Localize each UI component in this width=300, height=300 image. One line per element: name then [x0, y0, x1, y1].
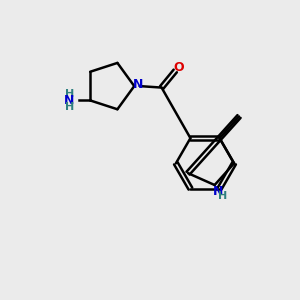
Text: O: O [173, 61, 184, 74]
Text: H: H [65, 89, 74, 99]
Text: N: N [212, 185, 223, 198]
Text: H: H [218, 191, 228, 201]
Text: H: H [65, 102, 74, 112]
Text: N: N [64, 94, 74, 107]
Text: N: N [133, 78, 143, 91]
